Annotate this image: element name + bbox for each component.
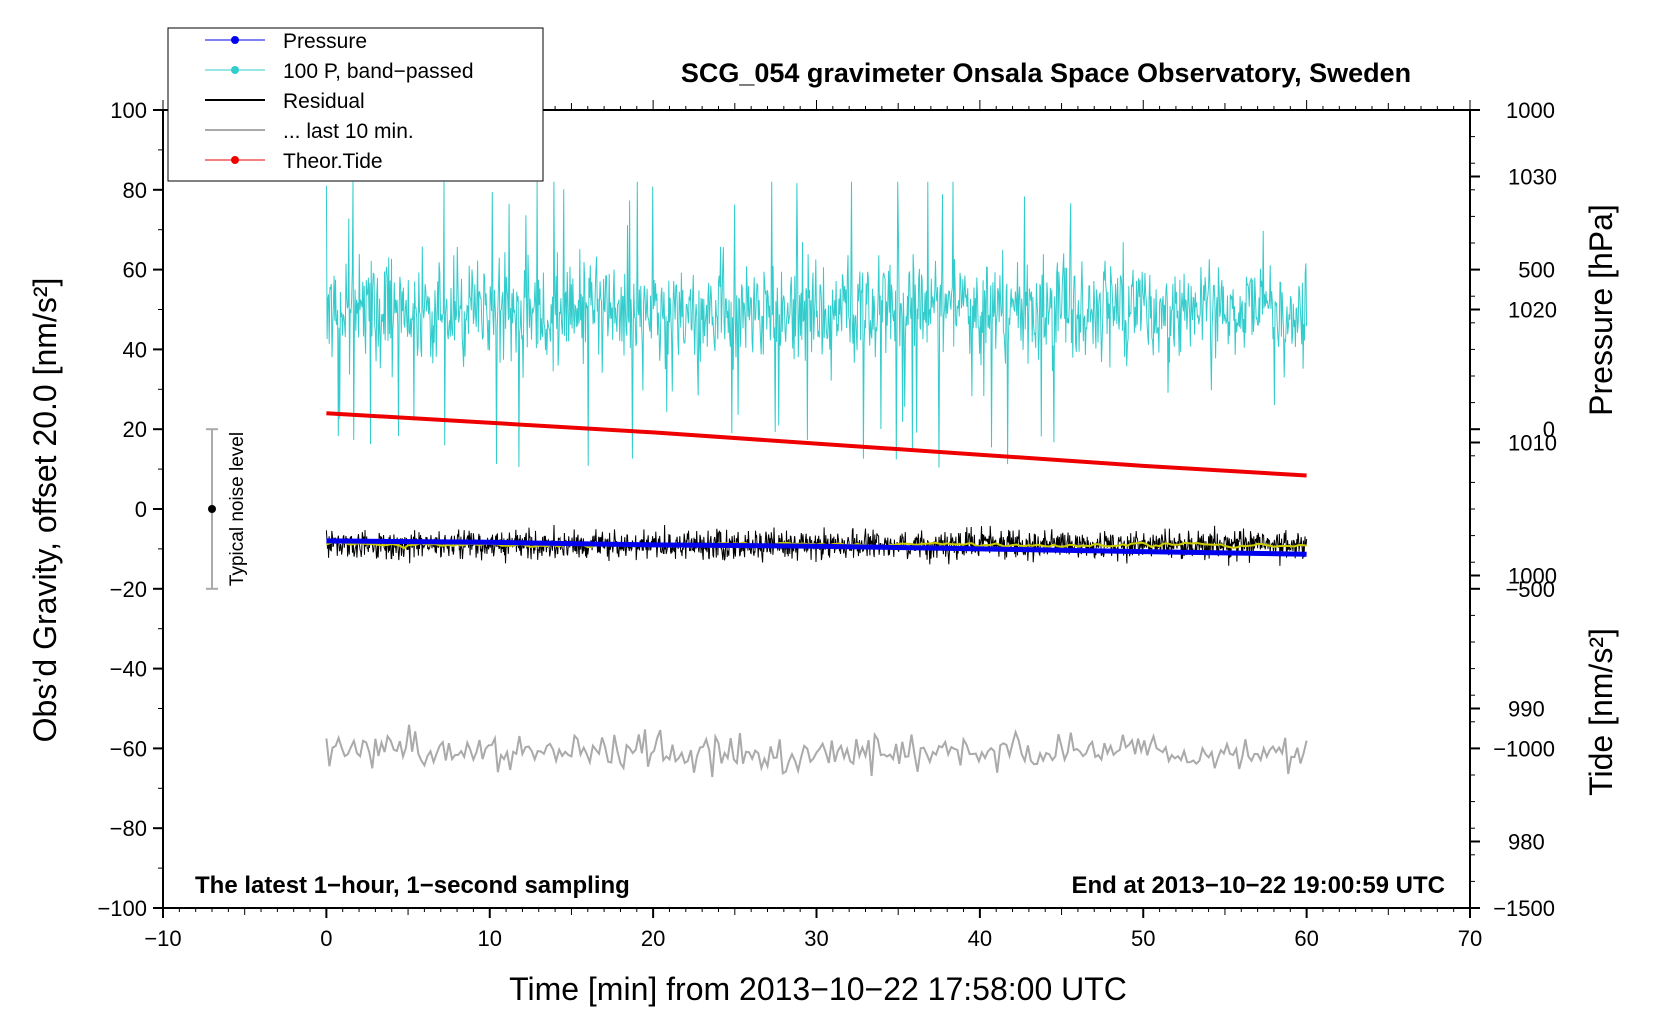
theoretical-tide-line [326,411,1307,478]
tide-tick-label: 0 [1543,417,1555,442]
tide-tick-label: 1000 [1506,98,1555,123]
chart-title: SCG_054 gravimeter Onsala Space Observat… [681,58,1411,88]
legend-label-2: Residual [283,90,365,113]
y-tick-label: 60 [123,258,147,283]
annotation-sampling: The latest 1−hour, 1−second sampling [195,872,630,899]
x-tick-label: −10 [144,926,181,951]
y-tick-label: −100 [97,896,147,921]
residual-line [325,524,1308,566]
legend-box [167,27,544,182]
x-tick-label: 30 [804,926,828,951]
x-tick-label: 0 [320,926,332,951]
noise-indicator: Typical noise level [206,428,248,590]
tide-tick-label: −1000 [1493,736,1555,761]
x-tick-label: 70 [1458,926,1482,951]
noise-level-label: Typical noise level [227,432,248,586]
pressure-tick-label: 1020 [1508,298,1557,323]
legend-label-3: ... last 10 min. [283,120,414,143]
pressure-tick-label: 1030 [1508,165,1557,190]
y-tick-label: 20 [123,417,147,442]
axes-layer: −10 0 10 20 30 40 50 60 70−100−80−60−40−20020406… [97,98,1557,951]
legend-marker-4 [231,156,239,164]
x-tick-label: 60 [1294,926,1318,951]
y-tick-label: 80 [123,178,147,203]
pressure-line [326,538,1307,557]
bandpassed-pressure-line [325,181,1308,468]
x-tick-label: 40 [968,926,992,951]
y-axis-label-pressure: Pressure [hPa] [1583,204,1619,416]
legend-label-4: Theor.Tide [283,150,383,173]
y-tick-label: −80 [110,816,147,841]
pressure-tick-label: 1010 [1508,431,1557,456]
y-tick-label: 0 [135,497,147,522]
y-tick-label: 40 [123,337,147,362]
x-tick-label: 50 [1131,926,1155,951]
tide-tick-label: −500 [1505,577,1555,602]
x-tick-label: 20 [641,926,665,951]
annotation-end-time: End at 2013−10−22 19:00:59 UTC [1071,872,1445,899]
series-layer [325,181,1308,778]
legend-label-0: Pressure [283,30,367,53]
x-tick-label: 10 [478,926,502,951]
tide-tick-label: 500 [1518,258,1555,283]
legend: Pressure 100 P, band−passed Residual ... la… [167,27,544,182]
y-axis-label-tide: Tide [nm/s²] [1583,628,1619,796]
pressure-tick-label: 990 [1508,697,1545,722]
last-10-min-line [325,724,1308,778]
pressure-tick-label: 980 [1508,830,1545,855]
x-axis-label: Time [min] from 2013−10−22 17:58:00 UTC [509,971,1127,1007]
pressure-tick-label: 1000 [1508,564,1557,589]
legend-label-1: 100 P, band−passed [283,60,474,83]
y-axis-label-gravity: Obs’d Gravity, offset 20.0 [nm/s²] [27,278,63,743]
legend-marker-0 [231,36,239,44]
legend-marker-1 [231,66,239,74]
plot-frame [162,109,1471,909]
y-tick-label: −40 [110,657,147,682]
y-tick-label: 100 [110,98,147,123]
y-tick-label: −20 [110,577,147,602]
noise-level-center-dot [208,505,217,513]
tide-tick-label: −1500 [1493,896,1555,921]
y-tick-label: −60 [110,736,147,761]
